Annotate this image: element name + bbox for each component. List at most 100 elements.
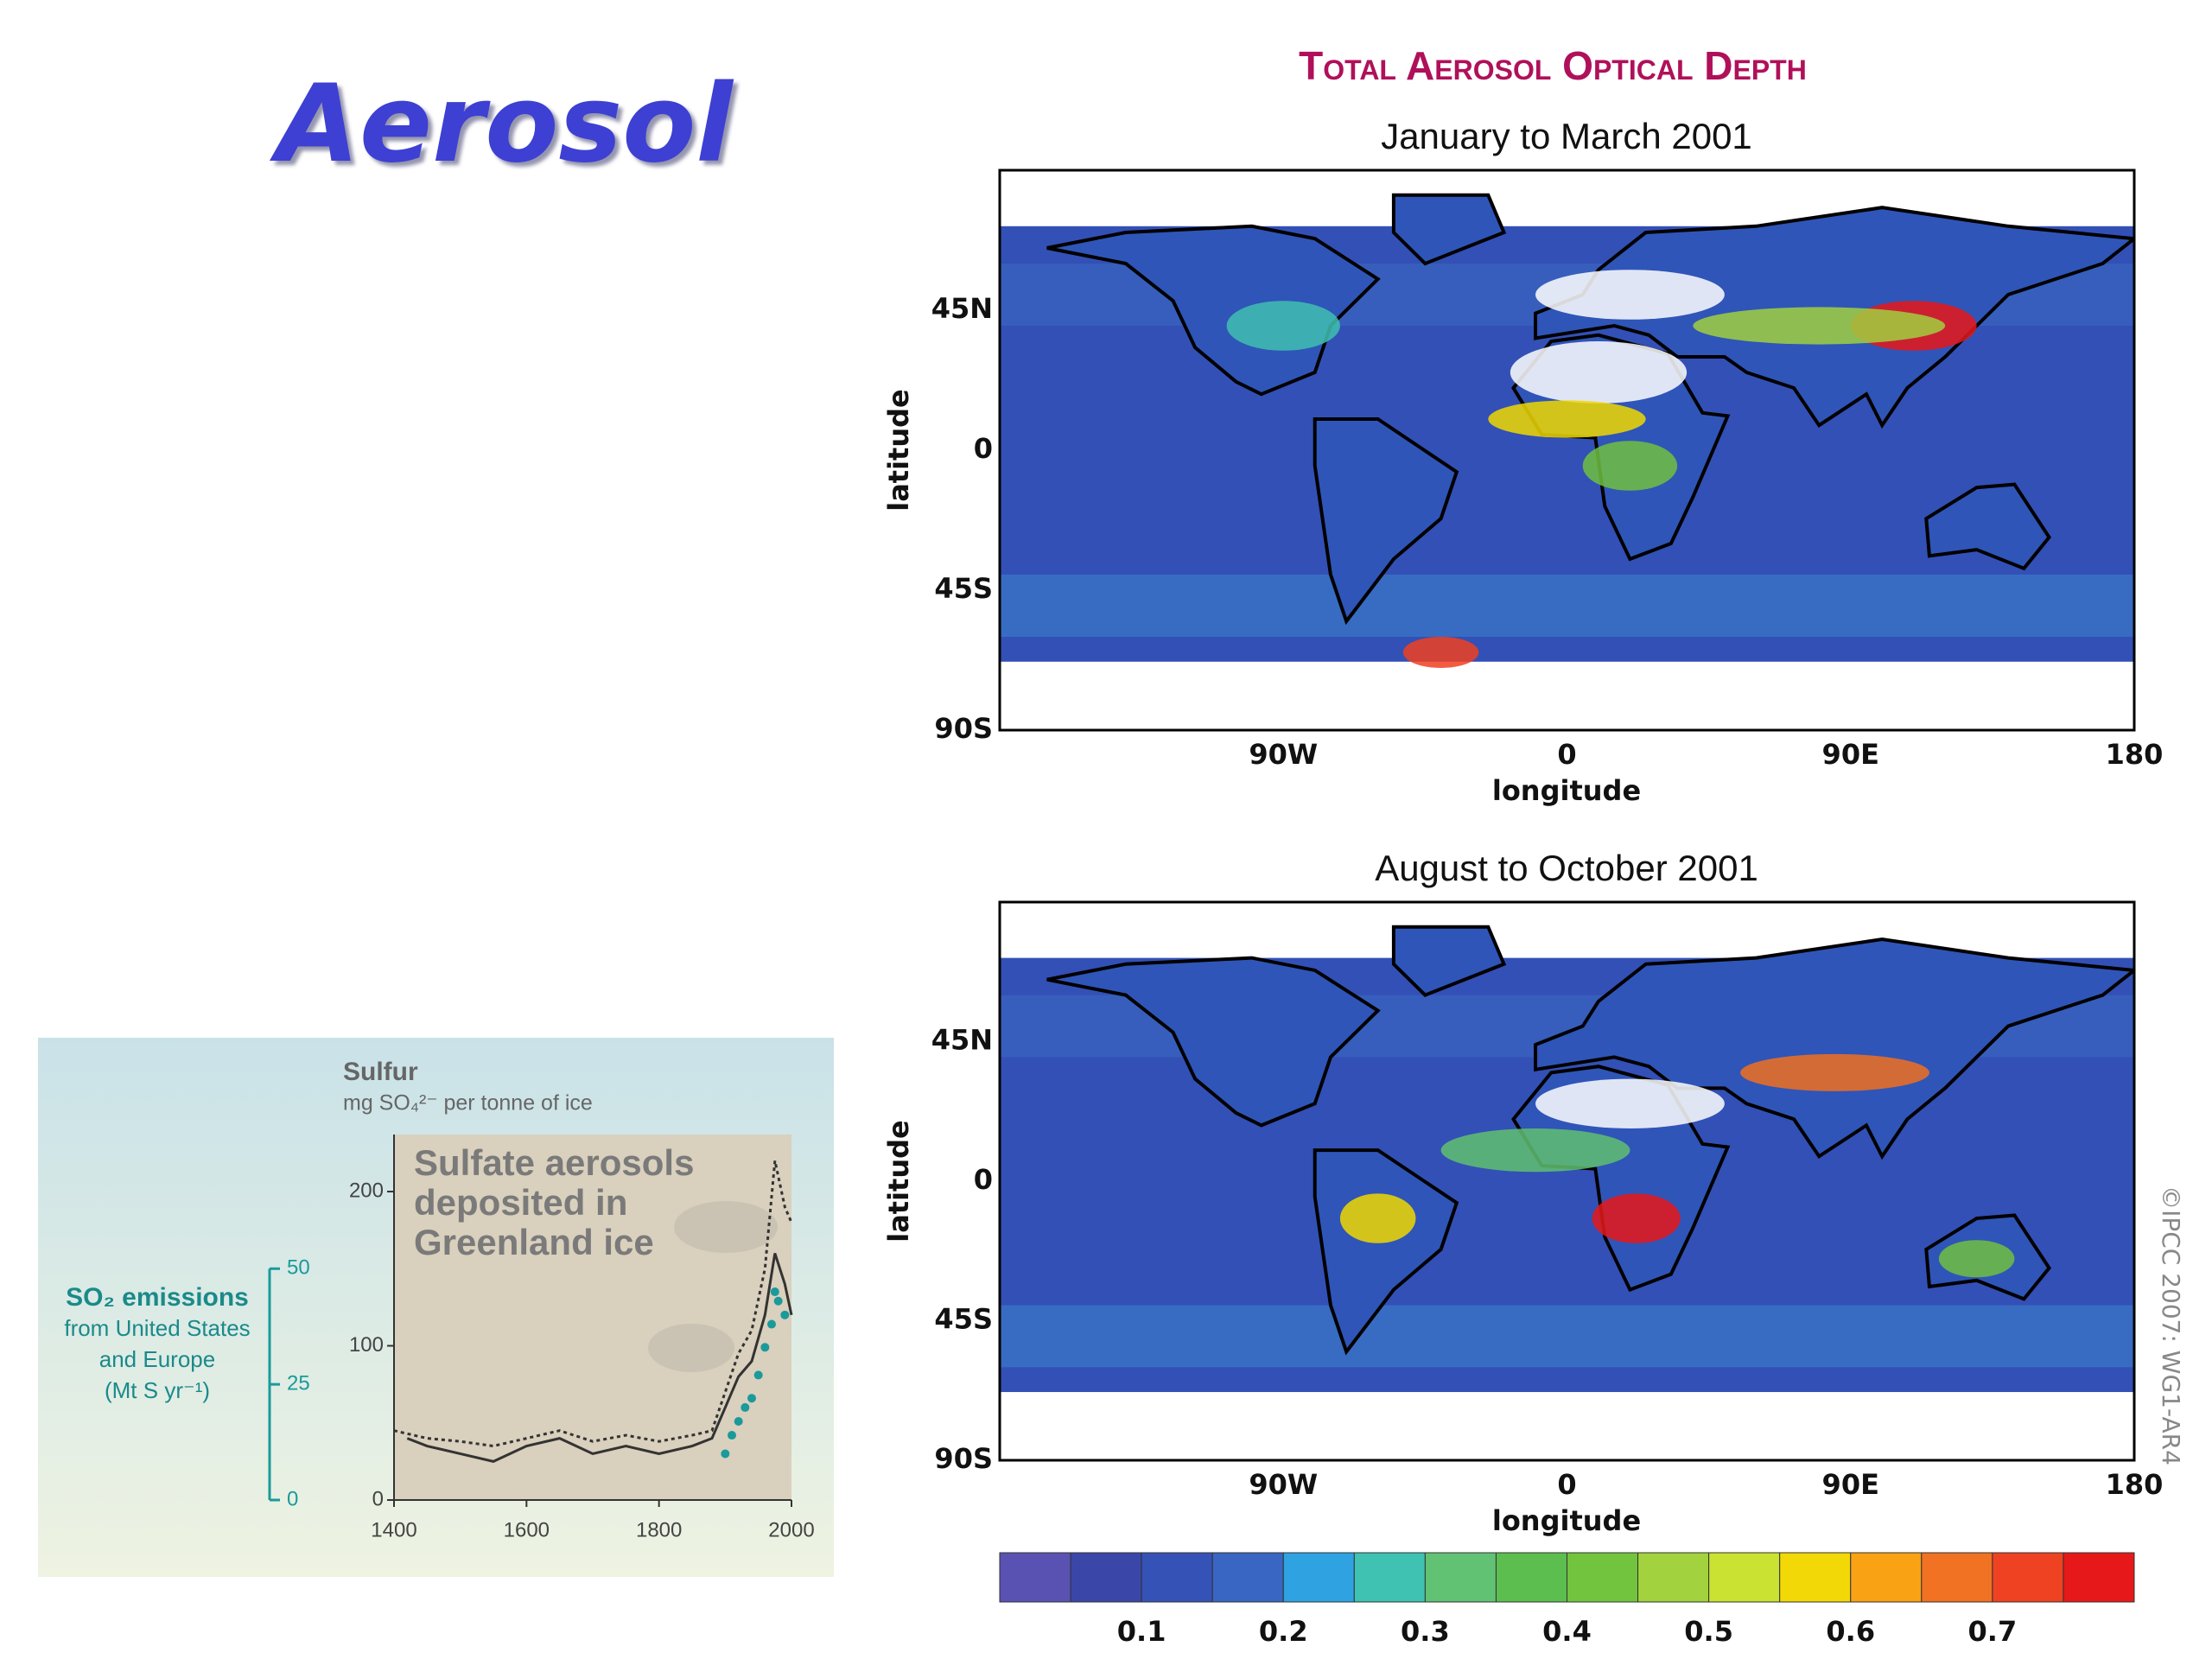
map bbox=[1000, 902, 2134, 1460]
colorbar-swatch bbox=[1992, 1552, 2064, 1603]
colorbar-tick-label: 0.1 bbox=[1117, 1615, 1166, 1648]
x-axis-label: longitude bbox=[1492, 1504, 1641, 1537]
inset-annotation: deposited in bbox=[414, 1182, 627, 1223]
colorbar-tick-label: 0.5 bbox=[1684, 1615, 1733, 1648]
aerosol-patch bbox=[1693, 307, 1946, 345]
y2-tick-label: 0 bbox=[287, 1487, 298, 1510]
inset-y-label: Sulfur bbox=[343, 1058, 418, 1086]
copyright: ©IPCC 2007: WG1-AR4 bbox=[2157, 1185, 2185, 1465]
colorbar-tick-label: 0.6 bbox=[1826, 1615, 1875, 1648]
aerosol-patch bbox=[1535, 270, 1725, 320]
inset-y2-label: (Mt S yr⁻¹) bbox=[105, 1377, 210, 1403]
aerosol-patch bbox=[1582, 441, 1678, 491]
colorbar-swatch bbox=[1070, 1552, 1142, 1603]
sulfur-line bbox=[393, 1160, 793, 1448]
band bbox=[1000, 1305, 2134, 1368]
so2-point bbox=[780, 1310, 790, 1319]
figure-title: Total Aerosol Optical Depth bbox=[1299, 43, 1807, 88]
aerosol-patch bbox=[1488, 400, 1646, 438]
inset-plot-area bbox=[394, 1135, 791, 1500]
inset-y2-label: from United States bbox=[64, 1315, 250, 1341]
x-tick-label: 90W bbox=[1249, 738, 1318, 771]
colorbar-swatch bbox=[1708, 1552, 1781, 1603]
x-tick-label: 1400 bbox=[371, 1518, 416, 1541]
so2-point bbox=[760, 1343, 770, 1352]
map-subtitle: January to March 2001 bbox=[1381, 116, 1752, 156]
colorbar-swatch bbox=[1495, 1552, 1567, 1603]
y-axis-label: latitude bbox=[882, 389, 915, 512]
land bbox=[1313, 1148, 1459, 1356]
y-tick-label: 45S bbox=[934, 1303, 993, 1336]
colorbar-swatch bbox=[1637, 1552, 1710, 1603]
y-tick-label: 200 bbox=[349, 1179, 384, 1202]
aerosol-patch bbox=[1402, 637, 1479, 668]
y-tick-label: 45N bbox=[931, 1024, 993, 1057]
x-tick-label: 90E bbox=[1822, 738, 1879, 771]
polar bbox=[1000, 902, 2134, 958]
so2-point bbox=[734, 1416, 743, 1426]
smoke bbox=[648, 1324, 734, 1372]
y-tick-label: 45N bbox=[931, 292, 993, 325]
so2-point bbox=[767, 1319, 776, 1329]
slide-title: Aerosol bbox=[269, 62, 734, 187]
aerosol-patch bbox=[1592, 1193, 1681, 1243]
aerosol-patch bbox=[1740, 1053, 1929, 1091]
y2-tick-label: 50 bbox=[287, 1256, 310, 1280]
map-frame bbox=[998, 900, 2136, 1462]
inset-y2-label: and Europe bbox=[99, 1346, 215, 1372]
polar bbox=[1000, 661, 2134, 730]
x-tick-label: 180 bbox=[2106, 1468, 2164, 1501]
inset-annotation: Sulfate aerosols bbox=[414, 1142, 694, 1183]
land bbox=[1534, 938, 2134, 1160]
colorbar-tick-label: 0.7 bbox=[1968, 1615, 2018, 1648]
colorbar-swatch bbox=[1424, 1552, 1497, 1603]
y-tick-label: 0 bbox=[974, 1163, 993, 1196]
y-axis-label: latitude bbox=[882, 1120, 915, 1243]
x-tick-label: 180 bbox=[2106, 738, 2164, 771]
x-tick-label: 90W bbox=[1249, 1468, 1318, 1501]
y-tick-label: 0 bbox=[372, 1487, 384, 1510]
polar bbox=[1000, 170, 2134, 226]
x-tick-label: 0 bbox=[1557, 1468, 1576, 1501]
inset-annotation: Greenland ice bbox=[414, 1222, 654, 1262]
so2-point bbox=[741, 1402, 750, 1412]
y-tick-label: 100 bbox=[349, 1333, 384, 1357]
land bbox=[1313, 417, 1459, 626]
y2-tick-label: 25 bbox=[287, 1371, 310, 1395]
aerosol-patch bbox=[1339, 1193, 1416, 1243]
colorbar-swatch bbox=[1141, 1552, 1213, 1603]
x-axis-label: longitude bbox=[1492, 774, 1641, 807]
map-subtitle: August to October 2001 bbox=[1375, 848, 1758, 888]
y-tick-label: 0 bbox=[974, 432, 993, 465]
x-tick-label: 1800 bbox=[636, 1518, 682, 1541]
y-tick-label: 45S bbox=[934, 572, 993, 605]
land bbox=[1046, 224, 1381, 397]
aerosol-patch bbox=[1440, 1128, 1630, 1173]
inset-y2-label: SO₂ emissions bbox=[66, 1283, 249, 1312]
so2-point bbox=[753, 1370, 763, 1380]
map-frame bbox=[998, 168, 2136, 732]
colorbar-swatch bbox=[1567, 1552, 1639, 1603]
sulfur-line bbox=[406, 1252, 793, 1463]
inset-y-unit: mg SO₄²⁻ per tonne of ice bbox=[343, 1091, 593, 1116]
aerosol-patch bbox=[1938, 1240, 2015, 1278]
aerosol-patch bbox=[1510, 341, 1688, 404]
colorbar-tick-label: 0.4 bbox=[1542, 1615, 1592, 1648]
x-tick-label: 0 bbox=[1557, 738, 1576, 771]
land bbox=[1391, 925, 1507, 998]
colorbar-swatch bbox=[1353, 1552, 1426, 1603]
colorbar-swatch bbox=[2063, 1552, 2135, 1603]
colorbar-tick-label: 0.2 bbox=[1259, 1615, 1308, 1648]
colorbar-swatch bbox=[1779, 1552, 1852, 1603]
so2-point bbox=[747, 1394, 756, 1403]
colorbar-tick-label: 0.3 bbox=[1401, 1615, 1450, 1648]
colorbar-swatch bbox=[999, 1552, 1071, 1603]
aerosol-patch bbox=[1226, 301, 1340, 351]
land bbox=[1046, 956, 1381, 1128]
x-tick-label: 2000 bbox=[768, 1518, 814, 1541]
colorbar-swatch bbox=[1850, 1552, 1923, 1603]
so2-point bbox=[770, 1287, 779, 1297]
x-tick-label: 1600 bbox=[504, 1518, 550, 1541]
band bbox=[1000, 575, 2134, 637]
